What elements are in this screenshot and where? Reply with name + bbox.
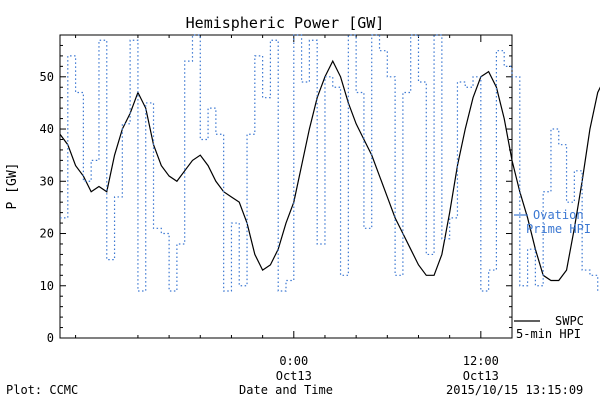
y-tick-label: 30 — [40, 174, 54, 188]
x-tick-label-time: 12:00 — [463, 354, 499, 368]
x-tick-label-date: Oct13 — [276, 369, 312, 383]
legend-ovation-label: Ovation — [533, 208, 584, 222]
legend-swpc-label-2: 5-min HPI — [516, 327, 581, 341]
ovation-prime-hpi-line — [60, 34, 600, 292]
y-tick-label: 20 — [40, 227, 54, 241]
chart-title: Hemispheric Power [GW] — [186, 14, 385, 32]
footer-right: 2015/10/15 13:15:09 — [446, 383, 583, 397]
x-tick-label-time: 0:00 — [279, 354, 308, 368]
x-tick-label-date: Oct13 — [463, 369, 499, 383]
footer-left: Plot: CCMC — [6, 383, 78, 397]
plot-frame — [59, 34, 513, 339]
y-tick-label: 0 — [47, 331, 54, 345]
legend-swpc-label: SWPC — [555, 314, 584, 328]
y-tick-label: 10 — [40, 279, 54, 293]
series-layer — [59, 34, 600, 292]
legend-ovation-label-2: Prime HPI — [526, 222, 591, 236]
swpc-5-min-hpi-line — [59, 59, 600, 282]
x-axis-label: Date and Time — [239, 383, 333, 397]
axis-ticks: 010203040500:00Oct1312:00Oct130:00Oct141… — [40, 35, 513, 383]
y-tick-label: 50 — [40, 70, 54, 84]
y-tick-label: 40 — [40, 122, 54, 136]
y-axis-label: P [GW] — [5, 163, 20, 210]
